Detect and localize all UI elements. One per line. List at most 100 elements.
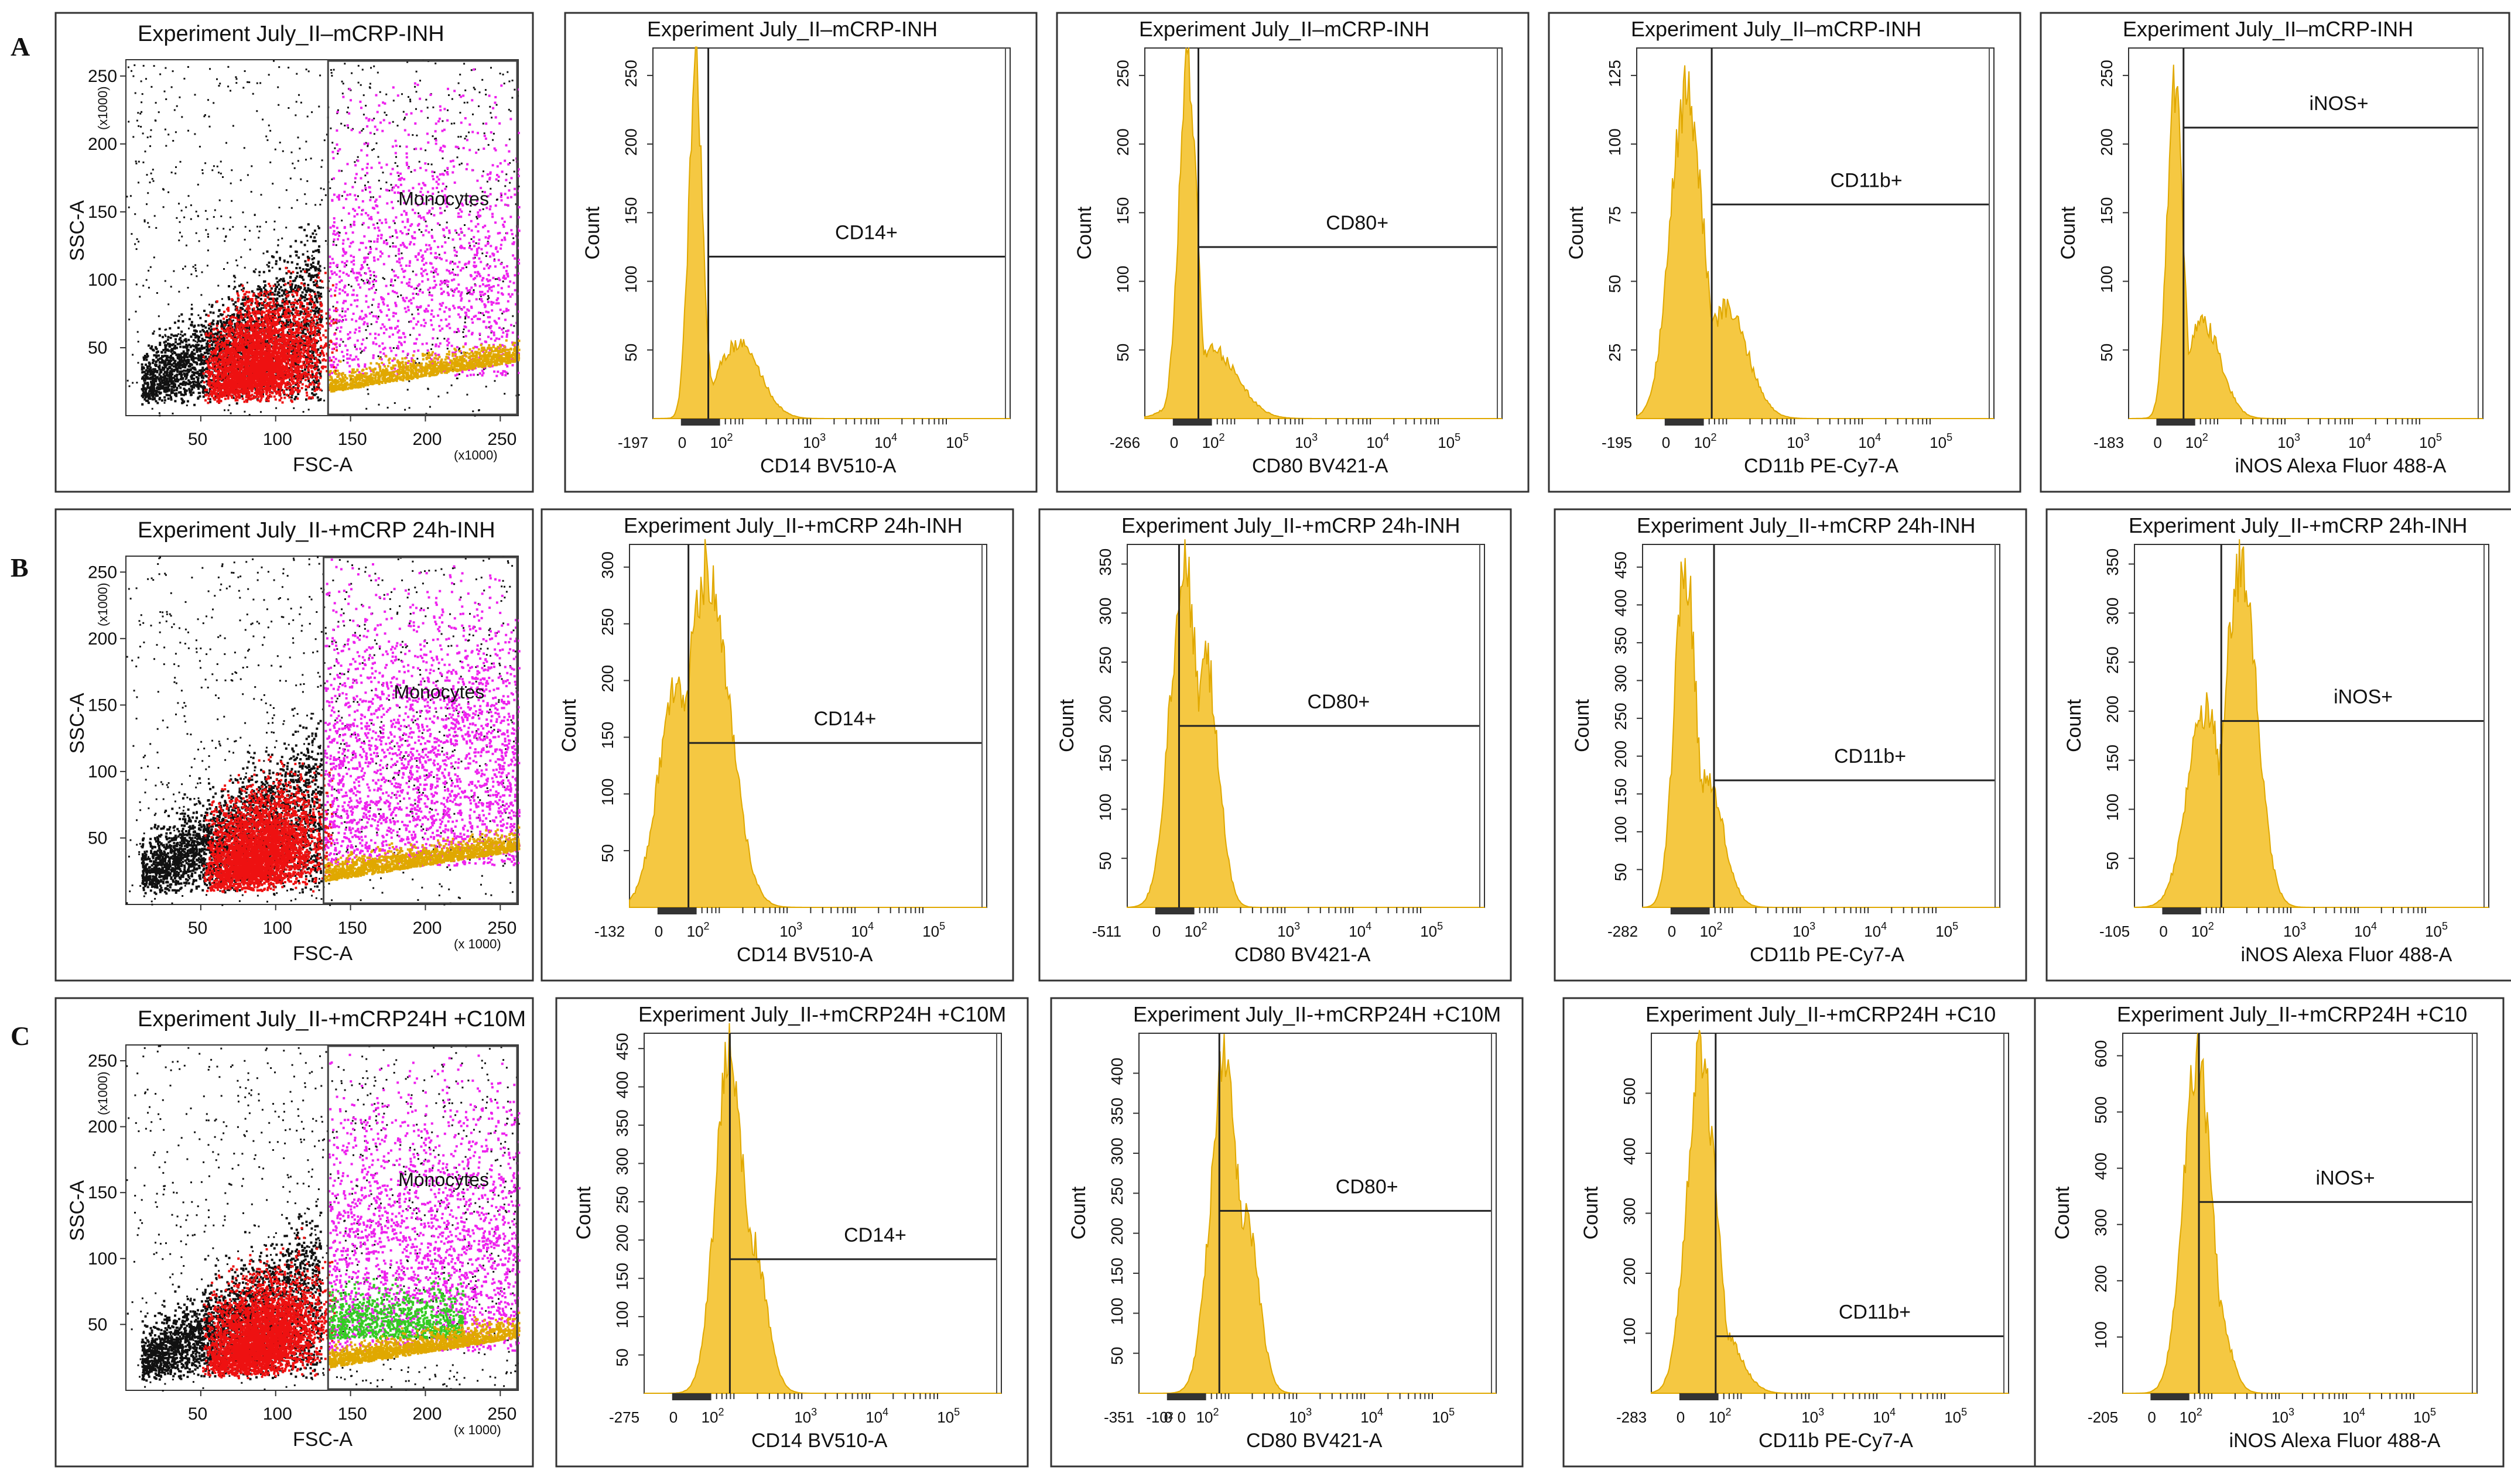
y-tick-label: 300 bbox=[613, 1148, 631, 1175]
x-decade-label: 0 bbox=[1662, 434, 1670, 451]
y-tick-label: 200 bbox=[1114, 128, 1132, 156]
y-tick-label: 400 bbox=[1108, 1058, 1126, 1085]
histogram-panel-a-inos: Experiment July_II–mCRP-INHiNOS+50100150… bbox=[2040, 12, 2510, 493]
x-decade-exponent: 3 bbox=[820, 431, 826, 443]
x-axis-label: FSC-A bbox=[293, 454, 353, 476]
y-tick-label: 50 bbox=[1114, 344, 1132, 362]
y-axis-label: Count bbox=[2057, 206, 2079, 259]
y-tick-label: 250 bbox=[2098, 60, 2116, 87]
x-decade-exponent: 5 bbox=[2436, 431, 2442, 443]
y-tick-label: 150 bbox=[598, 722, 617, 749]
x-tick-label: 100 bbox=[263, 918, 292, 938]
x-decade-exponent: 2 bbox=[1726, 1406, 1732, 1418]
x-decade-exponent: 3 bbox=[1312, 431, 1318, 443]
x-axis-ticks bbox=[1670, 907, 1937, 914]
x-decade-exponent: 3 bbox=[2294, 431, 2300, 443]
red-events bbox=[202, 259, 338, 405]
y-tick-label: 100 bbox=[2098, 266, 2116, 293]
x-axis-label: FSC-A bbox=[293, 1428, 353, 1451]
x-decade-exponent: 5 bbox=[1455, 431, 1460, 443]
y-tick-label: 200 bbox=[1612, 741, 1630, 768]
y-tick-label: 100 bbox=[1606, 128, 1624, 156]
x-unit: (x1000) bbox=[454, 448, 498, 462]
y-tick-label: 50 bbox=[622, 344, 640, 362]
x-decade-exponent: 4 bbox=[891, 431, 897, 443]
y-tick-label: 200 bbox=[613, 1225, 631, 1252]
histogram-area bbox=[2123, 1033, 2477, 1394]
panel-title: Experiment July_II-+mCRP 24h-INH bbox=[1637, 513, 1976, 537]
y-tick-label: 250 bbox=[1096, 646, 1114, 674]
x-decade-exponent: 2 bbox=[727, 431, 733, 443]
x-decade-label: 0 bbox=[2147, 1408, 2156, 1426]
monocyte-gate bbox=[327, 60, 518, 416]
x-tick-label: 100 bbox=[263, 1404, 292, 1424]
x-axis-ticks bbox=[2162, 907, 2426, 914]
x-decade-label: 102 bbox=[687, 920, 710, 940]
histogram-area bbox=[1139, 1034, 1496, 1394]
red-events bbox=[203, 756, 334, 893]
x-decade-label: 0 bbox=[1164, 1408, 1172, 1426]
x-decade-exponent: 4 bbox=[1881, 920, 1887, 932]
x-decade-exponent: 4 bbox=[868, 920, 874, 932]
x-axis-label: FSC-A bbox=[293, 943, 353, 965]
y-tick-label: 250 bbox=[622, 60, 640, 87]
histogram-panel-b-inos: Experiment July_II-+mCRP 24h-INHiNOS+501… bbox=[2045, 508, 2511, 982]
x-decade-exponent: 3 bbox=[2288, 1406, 2294, 1418]
x-decade-exponent: 4 bbox=[2365, 431, 2371, 443]
y-tick-label: 125 bbox=[1606, 60, 1624, 87]
y-tick-label: 100 bbox=[88, 1249, 117, 1269]
histogram-panel-c-cd80: Experiment July_II-+mCRP24H +C10MCD80+50… bbox=[1050, 997, 1524, 1468]
gate-label: Monocytes bbox=[398, 1169, 489, 1190]
y-tick-label: 100 bbox=[1114, 266, 1132, 293]
y-axis-label: SSC-A bbox=[66, 693, 88, 753]
y-tick-label: 200 bbox=[88, 135, 117, 154]
x-axis-ticks bbox=[1664, 419, 1931, 426]
x-decade-exponent: 5 bbox=[1952, 920, 1958, 932]
y-tick-label: 400 bbox=[1612, 590, 1630, 617]
x-min-label: -351 bbox=[1104, 1408, 1134, 1426]
x-axis-ticks bbox=[1679, 1393, 1945, 1400]
y-tick-label: 150 bbox=[88, 695, 117, 715]
x-decade-exponent: 5 bbox=[1449, 1406, 1455, 1418]
x-min-label: -266 bbox=[1110, 434, 1140, 451]
y-tick-label: 250 bbox=[613, 1186, 631, 1214]
y-tick-label: 350 bbox=[613, 1109, 631, 1137]
x-min-label: -511 bbox=[1092, 923, 1121, 940]
x-decade-exponent: 5 bbox=[1946, 431, 1952, 443]
y-tick-label: 150 bbox=[1096, 745, 1114, 772]
gate-label: iNOS+ bbox=[2309, 92, 2368, 115]
y-unit: (x1000) bbox=[95, 1071, 110, 1115]
x-axis-label: CD80 BV421-A bbox=[1234, 944, 1371, 966]
y-tick-label: 50 bbox=[1096, 852, 1114, 870]
histogram-area bbox=[1651, 1030, 2009, 1394]
x-decade-exponent: 5 bbox=[963, 431, 969, 443]
x-decade-exponent: 4 bbox=[1875, 431, 1881, 443]
plot-area bbox=[1138, 1033, 1497, 1394]
x-decade-exponent: 4 bbox=[1383, 431, 1389, 443]
histogram-area bbox=[1127, 539, 1484, 908]
gate-label: CD14+ bbox=[814, 708, 877, 730]
gate-label: CD80+ bbox=[1326, 212, 1388, 234]
x-decade-label: 0 bbox=[1677, 1408, 1685, 1426]
x-decade-exponent: 2 bbox=[1711, 431, 1717, 443]
x-tick-label: 200 bbox=[412, 1404, 442, 1424]
gate-label: CD14+ bbox=[835, 221, 898, 244]
black-events bbox=[126, 556, 518, 906]
x-min-label: -183 bbox=[2093, 434, 2124, 451]
gate-label: iNOS+ bbox=[2316, 1167, 2375, 1189]
panel-title: Experiment July_II-+mCRP 24h-INH bbox=[624, 513, 963, 537]
y-unit: (x1000) bbox=[95, 582, 110, 626]
x-axis-ticks bbox=[2156, 419, 2420, 426]
x-decade-exponent: 4 bbox=[2359, 1406, 2365, 1418]
x-decade-label: 103 bbox=[2271, 1406, 2294, 1426]
y-tick-label: 300 bbox=[598, 551, 617, 579]
y-axis-label: SSC-A bbox=[66, 1180, 88, 1241]
x-decade-exponent: 5 bbox=[1961, 1406, 1967, 1418]
x-tick-label: 250 bbox=[487, 430, 516, 449]
x-decade-label: 0 bbox=[1170, 434, 1178, 451]
panel-title: Experiment July_II-+mCRP24H +C10M bbox=[1133, 1002, 1501, 1026]
row-letter-a: A bbox=[11, 32, 30, 61]
y-tick-label: 250 bbox=[2103, 646, 2122, 674]
x-decade-exponent: 5 bbox=[954, 1406, 960, 1418]
panel-title: Experiment July_II-+mCRP24H +C10M bbox=[138, 1007, 526, 1031]
